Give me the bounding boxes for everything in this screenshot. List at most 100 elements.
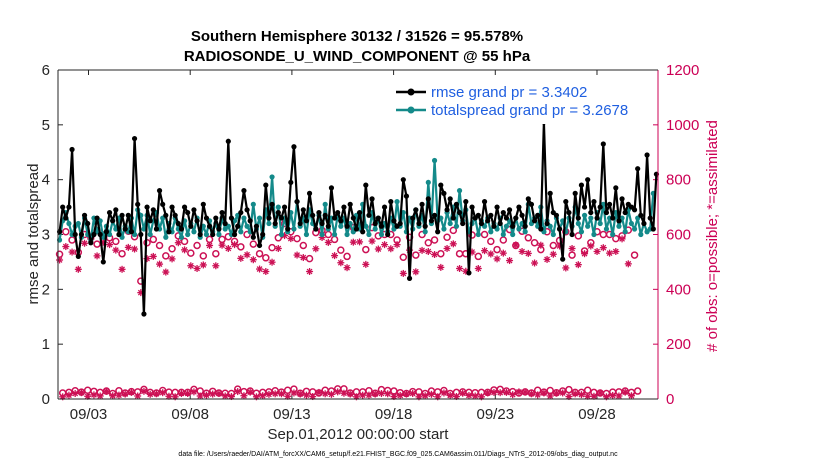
obs-assimilated-point xyxy=(512,241,520,249)
obs-assimilated-point xyxy=(262,268,270,276)
totalspread-point xyxy=(141,226,147,232)
obs-assimilated-point xyxy=(493,255,501,263)
totalspread-point xyxy=(203,231,210,238)
obs-assimilated-point xyxy=(293,251,301,259)
obs-assimilated-point xyxy=(446,391,454,399)
totalspread-point xyxy=(178,234,185,240)
obs-assimilated-point xyxy=(509,391,517,399)
totalspread-point xyxy=(191,229,197,235)
obs-assimilated-point xyxy=(427,390,435,398)
obs-assimilated-point xyxy=(146,390,154,398)
totalspread-point xyxy=(241,215,247,221)
rmse-point xyxy=(228,215,235,221)
totalspread-point xyxy=(588,215,594,221)
rmse-point xyxy=(497,220,503,227)
rmse-point xyxy=(372,220,378,227)
obs-assimilated-point xyxy=(190,388,198,396)
totalspread-point xyxy=(431,157,438,164)
totalspread-point xyxy=(628,220,635,227)
rmse-point xyxy=(353,226,360,232)
obs-possible-point xyxy=(187,249,195,257)
obs-possible-point xyxy=(437,249,445,258)
rmse-point xyxy=(544,220,550,227)
obs-assimilated-point xyxy=(177,390,185,398)
y-left-tick-label: 3 xyxy=(42,227,50,244)
obs-possible-point xyxy=(62,228,70,236)
rmse-point xyxy=(438,182,444,188)
rmse-point xyxy=(325,223,331,229)
rmse-point xyxy=(491,223,497,229)
rmse-point xyxy=(172,212,178,218)
rmse-point xyxy=(650,226,656,232)
obs-assimilated-point xyxy=(399,269,407,277)
rmse-point xyxy=(647,215,653,221)
legend-rmse-marker xyxy=(407,88,415,96)
x-tick-label: 09/03 xyxy=(70,406,108,423)
obs-possible-point xyxy=(243,230,251,239)
rmse-point xyxy=(363,182,369,188)
obs-assimilated-point xyxy=(518,247,526,255)
rmse-point xyxy=(250,234,256,240)
rmse-point xyxy=(406,275,413,281)
obs-assimilated-point xyxy=(240,392,248,400)
obs-assimilated-point xyxy=(618,235,626,243)
rmse-point xyxy=(294,199,300,205)
y-right-tick-label: 400 xyxy=(666,281,691,298)
obs-possible-point xyxy=(468,231,476,239)
rmse-point xyxy=(319,220,325,227)
obs-assimilated-point xyxy=(527,390,535,398)
obs-assimilated-point xyxy=(615,392,623,400)
rmse-point xyxy=(428,218,435,224)
rmse-point xyxy=(469,204,475,210)
totalspread-point xyxy=(278,231,285,238)
obs-assimilated-point xyxy=(193,264,201,272)
rmse-point xyxy=(616,218,622,224)
obs-assimilated-point xyxy=(277,390,285,398)
obs-assimilated-point xyxy=(368,237,376,245)
totalspread-point xyxy=(269,174,275,180)
obs-assimilated-point xyxy=(71,390,79,398)
rmse-point xyxy=(200,201,206,207)
obs-possible-point xyxy=(574,232,583,240)
obs-possible-point xyxy=(162,252,170,260)
rmse-point xyxy=(260,231,266,238)
obs-assimilated-point xyxy=(334,388,342,396)
obs-assimilated-point xyxy=(231,241,239,249)
totalspread-point xyxy=(522,229,528,235)
obs-assimilated-point xyxy=(421,392,429,400)
obs-assimilated-point xyxy=(149,252,157,260)
obs-possible-point xyxy=(493,245,501,254)
obs-assimilated-point xyxy=(96,392,104,400)
rmse-point xyxy=(388,199,394,205)
obs-possible-point xyxy=(212,249,220,258)
rmse-point xyxy=(106,209,113,216)
y-right-tick-label: 1200 xyxy=(666,62,699,79)
obs-assimilated-point xyxy=(340,389,348,397)
obs-assimilated-point xyxy=(524,249,532,257)
obs-assimilated-point xyxy=(412,268,420,276)
obs-possible-point xyxy=(93,240,101,248)
obs-assimilated-point xyxy=(402,390,410,398)
rmse-point xyxy=(453,201,460,207)
rmse-point xyxy=(253,223,260,229)
rmse-point xyxy=(219,209,225,216)
totalspread-point xyxy=(275,204,281,210)
obs-assimilated-point xyxy=(418,246,426,254)
obs-assimilated-point xyxy=(487,250,495,258)
obs-assimilated-point xyxy=(202,391,210,399)
obs-assimilated-point xyxy=(609,391,617,399)
rmse-point xyxy=(481,199,488,205)
obs-assimilated-point xyxy=(134,392,142,400)
obs-assimilated-point xyxy=(593,247,601,255)
totalspread-point xyxy=(66,220,72,227)
rmse-point xyxy=(291,144,297,150)
rmse-point xyxy=(97,231,103,238)
obs-possible-point xyxy=(399,253,408,262)
obs-assimilated-point xyxy=(562,264,570,272)
rmse-point xyxy=(231,231,238,238)
obs-assimilated-point xyxy=(302,391,310,399)
rmse-point xyxy=(513,215,519,221)
obs-assimilated-point xyxy=(443,244,451,252)
y-right-tick-label: 800 xyxy=(666,172,691,189)
obs-possible-point xyxy=(337,246,345,254)
